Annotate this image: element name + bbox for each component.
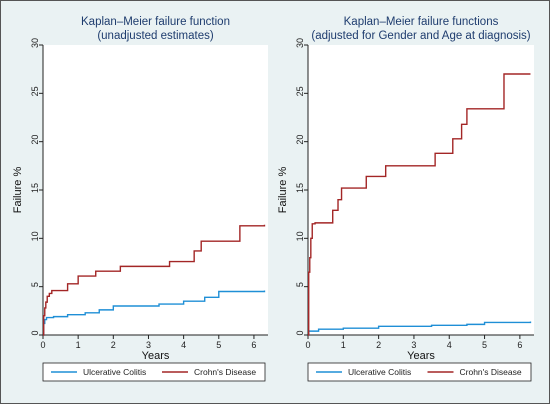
x-tick-label: 4 xyxy=(181,340,186,350)
series-line-ulcerative-colitis xyxy=(43,290,266,336)
plot-area xyxy=(308,45,534,335)
y-axis-title: Failure % xyxy=(277,167,289,214)
legend-label: Ulcerative Colitis xyxy=(83,367,146,377)
x-tick-label: 0 xyxy=(40,340,45,350)
y-tick-label: 20 xyxy=(295,135,305,145)
y-tick-label: 25 xyxy=(30,86,40,96)
chart-panel-2: Kaplan–Meier failure functions (adjusted … xyxy=(277,7,544,396)
y-axis-title: Failure % xyxy=(12,167,24,214)
y-tick-label: 30 xyxy=(30,38,40,48)
y-tick-label: 10 xyxy=(295,231,305,241)
x-tick-label: 6 xyxy=(517,340,522,350)
chart-panel-1: Kaplan–Meier failure function (unadjusted… xyxy=(7,7,270,396)
x-tick-label: 2 xyxy=(111,340,116,350)
y-tick-label: 10 xyxy=(30,231,40,241)
y-tick-label: 25 xyxy=(295,86,305,96)
y-tick-label: 30 xyxy=(295,38,305,48)
x-tick-label: 1 xyxy=(76,340,81,350)
legend-label: Crohn's Disease xyxy=(194,367,256,377)
chart-title: Kaplan–Meier failure function xyxy=(81,16,230,28)
legend-box xyxy=(307,362,532,382)
chart-subtitle: (unadjusted estimates) xyxy=(97,30,214,42)
y-tick-label: 5 xyxy=(30,282,40,287)
x-axis-title: Years xyxy=(142,350,170,362)
y-tick-label: 15 xyxy=(295,183,305,193)
legend-label: Ulcerative Colitis xyxy=(348,367,411,377)
legend-box xyxy=(42,362,266,382)
plot-area xyxy=(43,45,268,335)
x-tick-label: 2 xyxy=(376,340,381,350)
x-tick-label: 4 xyxy=(447,340,452,350)
series-line-crohns-disease xyxy=(308,73,531,336)
y-tick-label: 0 xyxy=(295,330,305,335)
x-tick-label: 3 xyxy=(411,340,416,350)
series-line-ulcerative-colitis xyxy=(308,321,532,336)
x-tick-label: 6 xyxy=(251,340,256,350)
chart-title: Kaplan–Meier failure functions xyxy=(344,16,499,28)
y-tick-label: 5 xyxy=(295,282,305,287)
chart-subtitle: (adjusted for Gender and Age at diagnosi… xyxy=(311,30,530,42)
x-tick-label: 0 xyxy=(305,340,310,350)
y-tick-label: 20 xyxy=(30,135,40,145)
legend-label: Crohn's Disease xyxy=(460,367,522,377)
x-tick-label: 5 xyxy=(216,340,221,350)
x-tick-label: 5 xyxy=(482,340,487,350)
y-tick-label: 15 xyxy=(30,183,40,193)
series-line-crohns-disease xyxy=(43,224,266,336)
x-tick-label: 1 xyxy=(341,340,346,350)
x-tick-label: 3 xyxy=(146,340,151,350)
y-tick-label: 0 xyxy=(30,330,40,335)
x-axis-title: Years xyxy=(407,350,435,362)
